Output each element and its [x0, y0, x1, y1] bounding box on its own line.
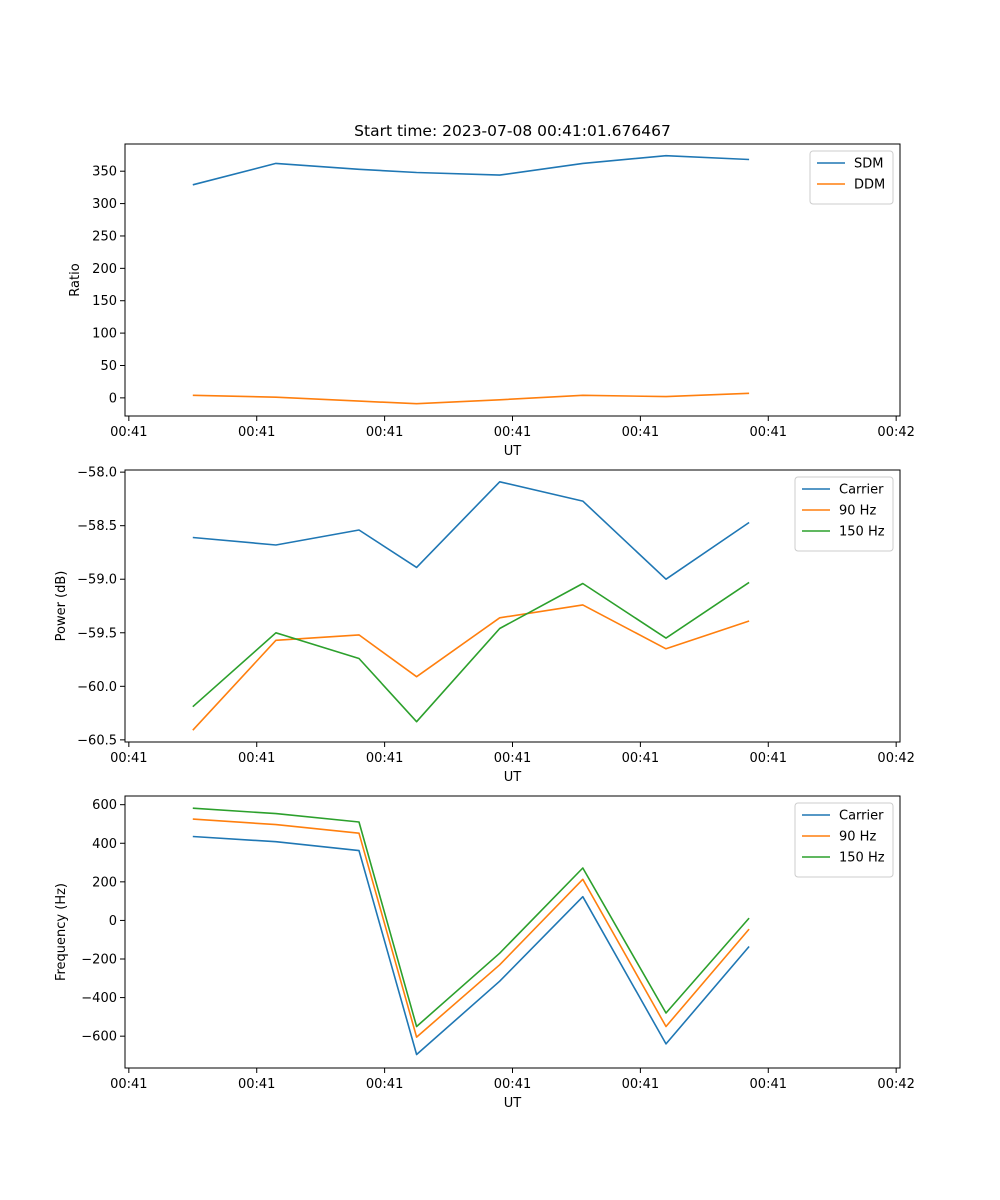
x-tick-label: 00:41 — [750, 425, 787, 440]
panel-3: 00:41 00:41 00:41 00:41 00:41 00:41 00:42 −600 −… — [54, 795, 915, 1111]
legend-label: 90 Hz — [839, 830, 876, 845]
x-tick-label: 00:41 — [366, 1077, 403, 1092]
series-line-sdm — [192, 154, 750, 186]
y-tick-label: 350 — [92, 165, 117, 180]
x-tick-label: 00:41 — [110, 425, 147, 440]
y-tick-label: 100 — [92, 327, 117, 342]
panel-2: 00:41 00:41 00:41 00:41 00:41 00:41 00:42 −60.5… — [54, 466, 915, 785]
x-tick-label: 00:42 — [877, 1077, 914, 1092]
y-tick-label: 600 — [92, 798, 117, 813]
x-axis-label: UT — [504, 444, 522, 459]
y-tick-label: −58.5 — [77, 519, 117, 534]
x-tick-label: 00:41 — [622, 751, 659, 766]
legend-box — [809, 150, 894, 205]
series-line-150-hz — [192, 807, 750, 1028]
legend-label: 90 Hz — [839, 504, 876, 519]
y-tick-label: −400 — [81, 991, 117, 1006]
x-axis-label: UT — [504, 1096, 522, 1111]
x-tick-label: 00:41 — [622, 1077, 659, 1092]
series-line-90-hz — [192, 604, 750, 731]
x-tick-label: 00:41 — [366, 751, 403, 766]
x-tick-label: 00:41 — [750, 1077, 787, 1092]
y-tick-label: 0 — [109, 391, 117, 406]
y-tick-label: −60.5 — [77, 733, 117, 748]
series-line-carrier — [192, 835, 750, 1056]
x-tick-label: 00:41 — [238, 1077, 275, 1092]
x-tick-label: 00:41 — [494, 425, 531, 440]
legend: Carrier 90 Hz 150 Hz — [794, 802, 894, 878]
x-tick-label: 00:41 — [622, 425, 659, 440]
series-line-carrier — [192, 480, 750, 581]
legend-box — [794, 802, 894, 878]
x-tick-label: 00:41 — [110, 751, 147, 766]
chart-title: Start time: 2023-07-08 00:41:01.676467 — [354, 122, 671, 140]
legend-label: 150 Hz — [839, 851, 885, 866]
legend-label: Carrier — [839, 809, 884, 824]
y-tick-label: 200 — [92, 875, 117, 890]
x-tick-label: 00:41 — [366, 425, 403, 440]
legend-label: SDM — [854, 157, 883, 172]
x-axis-label: UT — [504, 770, 522, 785]
y-tick-label: 0 — [109, 914, 117, 929]
legend: Carrier 90 Hz 150 Hz — [794, 476, 894, 552]
y-tick-label: −59.0 — [77, 573, 117, 588]
y-tick-label: −600 — [81, 1030, 117, 1045]
y-axis-label: Ratio — [68, 263, 83, 296]
x-tick-label: 00:42 — [877, 425, 914, 440]
y-tick-label: 150 — [92, 294, 117, 309]
legend-label: Carrier — [839, 483, 884, 498]
x-tick-label: 00:41 — [110, 1077, 147, 1092]
legend-label: DDM — [854, 178, 885, 193]
legend: SDM DDM — [809, 150, 894, 205]
series-line-ddm — [192, 392, 750, 405]
y-tick-label: −60.0 — [77, 680, 117, 695]
series-line-150-hz — [192, 581, 750, 723]
x-tick-label: 00:42 — [877, 751, 914, 766]
x-tick-label: 00:41 — [238, 751, 275, 766]
y-tick-label: 200 — [92, 262, 117, 277]
x-tick-label: 00:41 — [494, 1077, 531, 1092]
x-tick-label: 00:41 — [494, 751, 531, 766]
y-tick-label: 300 — [92, 197, 117, 212]
y-tick-label: 250 — [92, 229, 117, 244]
y-tick-label: −58.0 — [77, 466, 117, 481]
y-tick-label: 400 — [92, 837, 117, 852]
axes-frame — [124, 469, 901, 743]
x-tick-label: 00:41 — [238, 425, 275, 440]
x-tick-label: 00:41 — [750, 751, 787, 766]
y-tick-label: −59.5 — [77, 626, 117, 641]
y-axis-label: Power (dB) — [54, 571, 69, 642]
y-tick-label: 50 — [100, 359, 117, 374]
axes-frame — [124, 795, 901, 1069]
y-axis-label: Frequency (Hz) — [54, 883, 69, 981]
legend-box — [794, 476, 894, 552]
legend-label: 150 Hz — [839, 525, 885, 540]
panel-1: 00:41 00:41 00:41 00:41 00:41 00:41 00:42 0 50 10… — [68, 122, 915, 459]
series-line-90-hz — [192, 818, 750, 1038]
y-tick-label: −200 — [81, 953, 117, 968]
axes-frame — [124, 143, 901, 417]
